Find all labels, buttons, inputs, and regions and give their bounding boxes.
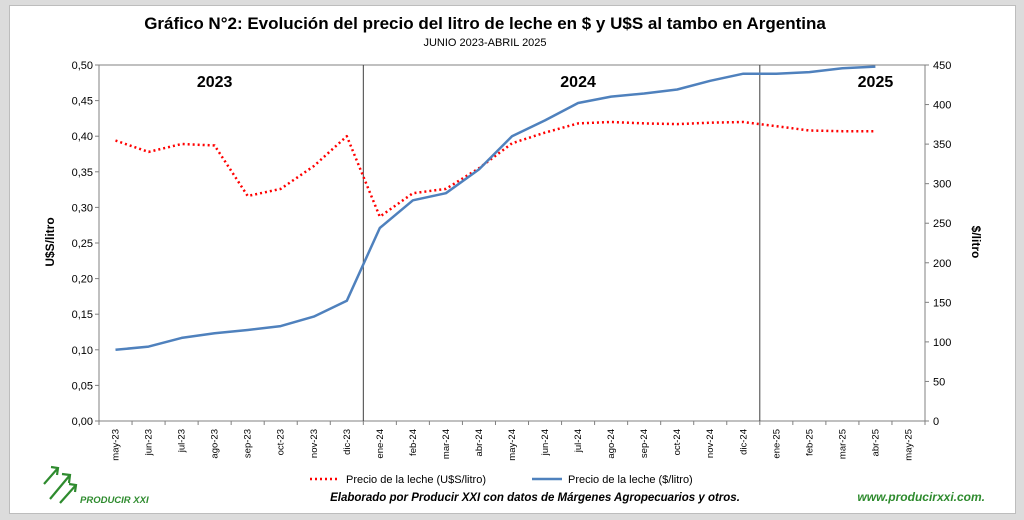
left-tick-label: 0,20 <box>72 274 93 286</box>
year-label: 2023 <box>197 74 233 91</box>
x-tick-label: nov-23 <box>309 429 320 458</box>
left-tick-label: 0,30 <box>72 202 93 214</box>
x-tick-label: ene-25 <box>771 429 782 459</box>
x-tick-label: abr-24 <box>474 429 485 456</box>
x-tick-label: oct-24 <box>672 429 683 455</box>
chart-title: Gráfico N°2: Evolución del precio del li… <box>144 14 826 33</box>
left-tick-label: 0,00 <box>72 416 93 428</box>
x-tick-label: ago-24 <box>606 429 617 459</box>
x-tick-label: ago-23 <box>210 429 221 459</box>
right-tick-label: 300 <box>933 179 951 191</box>
year-label: 2024 <box>560 74 596 91</box>
x-tick-label: sep-24 <box>639 429 650 458</box>
x-tick-label: may-23 <box>111 429 122 461</box>
legend-label-ars: Precio de la leche ($/litro) <box>568 474 693 486</box>
year-labels: 2023 2024 2025 <box>197 74 893 91</box>
right-tick-label: 200 <box>933 258 951 270</box>
right-axis-title: $/litro <box>969 226 983 259</box>
right-tick-label: 400 <box>933 100 951 112</box>
right-tick-label: 100 <box>933 337 951 349</box>
x-tick-label: feb-24 <box>408 429 419 456</box>
left-tick-label: 0,35 <box>72 167 93 179</box>
x-tick-label: oct-23 <box>276 429 287 455</box>
website-text: www.producirxxi.com. <box>857 490 985 504</box>
left-tick-label: 0,15 <box>72 309 93 321</box>
right-tick-label: 450 <box>933 60 951 72</box>
x-tick-label: ene-24 <box>375 429 386 459</box>
left-tick-label: 0,50 <box>72 60 93 72</box>
x-tick-label: dic-23 <box>342 429 353 455</box>
logo-text: PRODUCIR XXI <box>80 495 149 506</box>
right-tick-label: 350 <box>933 139 951 151</box>
x-tick-label: jul-24 <box>573 429 584 453</box>
x-tick-label: mar-24 <box>441 429 452 459</box>
x-tick-label: sep-23 <box>243 429 254 458</box>
series-line-ars <box>115 65 876 352</box>
right-axis-ticks: 0 50 100 150 200 250 300 350 400 450 <box>925 60 951 428</box>
arrows-icon <box>43 465 78 504</box>
left-tick-label: 0,40 <box>72 131 93 143</box>
chart-subtitle: JUNIO 2023-ABRIL 2025 <box>423 37 546 49</box>
left-axis-title: U$S/litro <box>43 217 57 266</box>
x-tick-label: jul-23 <box>177 429 188 453</box>
chart: Gráfico N°2: Evolución del precio del li… <box>43 14 985 506</box>
legend: Precio de la leche (U$S/litro) Precio de… <box>310 474 693 486</box>
x-tick-label: mar-25 <box>837 429 848 459</box>
left-tick-label: 0,45 <box>72 96 93 108</box>
x-tick-label: may-25 <box>903 429 914 461</box>
left-axis-ticks: 0,00 0,05 0,10 0,15 0,20 0,25 0,30 0,35 0,40 0,45… <box>72 60 99 428</box>
left-tick-label: 0,05 <box>72 380 93 392</box>
x-tick-label: dic-24 <box>738 429 749 455</box>
series-line-usd <box>115 120 876 218</box>
right-tick-label: 250 <box>933 218 951 230</box>
x-tick-label: jun-24 <box>540 429 551 456</box>
right-tick-label: 0 <box>933 416 939 428</box>
x-tick-label: nov-24 <box>705 429 716 458</box>
left-tick-label: 0,10 <box>72 345 93 357</box>
right-tick-label: 50 <box>933 376 945 388</box>
chart-frame: Gráfico N°2: Evolución del precio del li… <box>9 5 1016 514</box>
producir-xxi-logo: PRODUCIR XXI <box>43 465 149 506</box>
legend-label-usd: Precio de la leche (U$S/litro) <box>346 474 486 486</box>
x-tick-label: jun-23 <box>144 429 155 456</box>
x-tick-label: abr-25 <box>870 429 881 456</box>
right-tick-label: 150 <box>933 297 951 309</box>
year-label: 2025 <box>858 74 894 91</box>
plot-border <box>98 64 926 422</box>
credit-text: Elaborado por Producir XXI con datos de … <box>330 492 740 504</box>
series-layer <box>115 65 876 352</box>
x-axis-ticks: may-23 jun-23 jul-23 ago-23 sep-23 oct-23 nov-… <box>98 421 926 461</box>
x-tick-label: feb-25 <box>804 429 815 456</box>
plot-area <box>98 64 926 422</box>
x-tick-label: may-24 <box>507 429 518 461</box>
left-tick-label: 0,25 <box>72 238 93 250</box>
year-dividers <box>362 65 761 421</box>
